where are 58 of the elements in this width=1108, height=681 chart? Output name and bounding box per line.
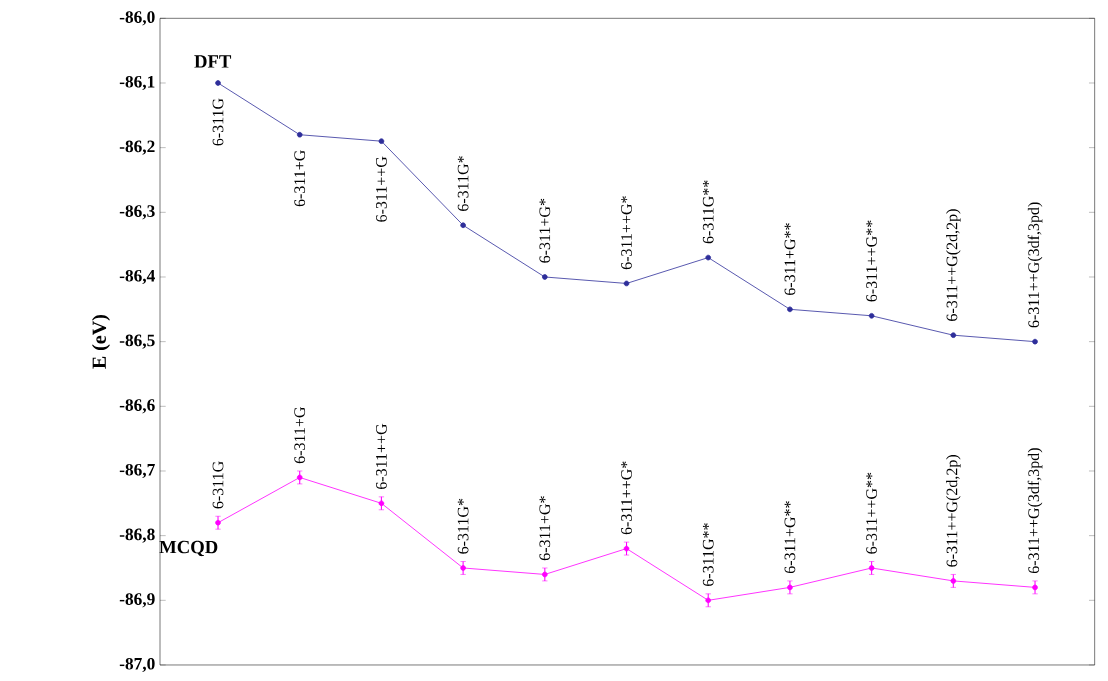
point (950, 332, 957, 338)
point (950, 578, 957, 584)
point (623, 280, 630, 287)
annotation: 6-311++G(2d,2p) (946, 209, 961, 321)
point (623, 545, 630, 552)
series-label: DFT (194, 55, 232, 68)
point (868, 312, 875, 319)
annotation: 6-311++G* (621, 196, 632, 270)
y-tick-label: -86,5 (119, 334, 155, 349)
annotation: 6-311++G(3df,3pd) (1027, 448, 1043, 574)
annotation: 6-311+G (294, 150, 306, 207)
annotation: 6-311G** (702, 523, 714, 587)
point (460, 565, 466, 571)
y-tick-label: -86,6 (119, 399, 155, 414)
point (787, 306, 793, 313)
y-tick-label: -86,2 (119, 140, 155, 155)
annotation: 6-311G (212, 98, 224, 146)
y-tick-label: -87,0 (119, 657, 155, 673)
annotation: 6-311++G (376, 156, 387, 222)
point (296, 474, 303, 481)
point (542, 571, 548, 578)
annotation: 6-311+G (294, 407, 306, 464)
y-tick-label: -86,1 (119, 75, 155, 91)
annotation: 6-311G* (457, 498, 469, 554)
y-axis-title: E (eV) (91, 315, 111, 369)
point (705, 254, 712, 261)
point (378, 500, 385, 507)
annotation: 6-311+G* (539, 198, 551, 263)
annotation: 6-311+G* (539, 496, 551, 561)
annotation: 6-311+G** (784, 223, 796, 296)
annotation: 6-311++G(3df,3pd) (1027, 202, 1043, 328)
point (705, 597, 712, 604)
y-tick-label: -86,7 (119, 463, 155, 479)
annotation: 6-311++G (376, 423, 387, 490)
point (296, 131, 303, 138)
annotation: 6-311+G** (784, 501, 796, 574)
annotation: 6-311G* (457, 156, 469, 211)
annotation: 6-311G** (702, 180, 714, 244)
annotation: 6-311++G** (866, 220, 877, 302)
series-label: MCQD (159, 540, 218, 557)
point (868, 565, 875, 571)
y-tick-label: -86,3 (119, 205, 155, 220)
point (1032, 338, 1038, 345)
point (215, 80, 221, 86)
y-tick-label: -86,8 (119, 528, 155, 543)
point (378, 138, 385, 144)
annotation: 6-311++G(2d,2p) (946, 455, 961, 567)
point (787, 584, 793, 591)
annotation: 6-311G (212, 461, 224, 509)
point (542, 274, 548, 280)
point (1032, 584, 1038, 591)
y-tick-label: -86,0 (119, 11, 155, 26)
y-tick-label: -86,9 (119, 593, 155, 608)
point (215, 519, 221, 526)
point (460, 222, 466, 229)
annotation: 6-311++G* (621, 461, 632, 535)
y-tick-label: -86,4 (119, 269, 155, 285)
annotation: 6-311++G** (866, 472, 877, 554)
